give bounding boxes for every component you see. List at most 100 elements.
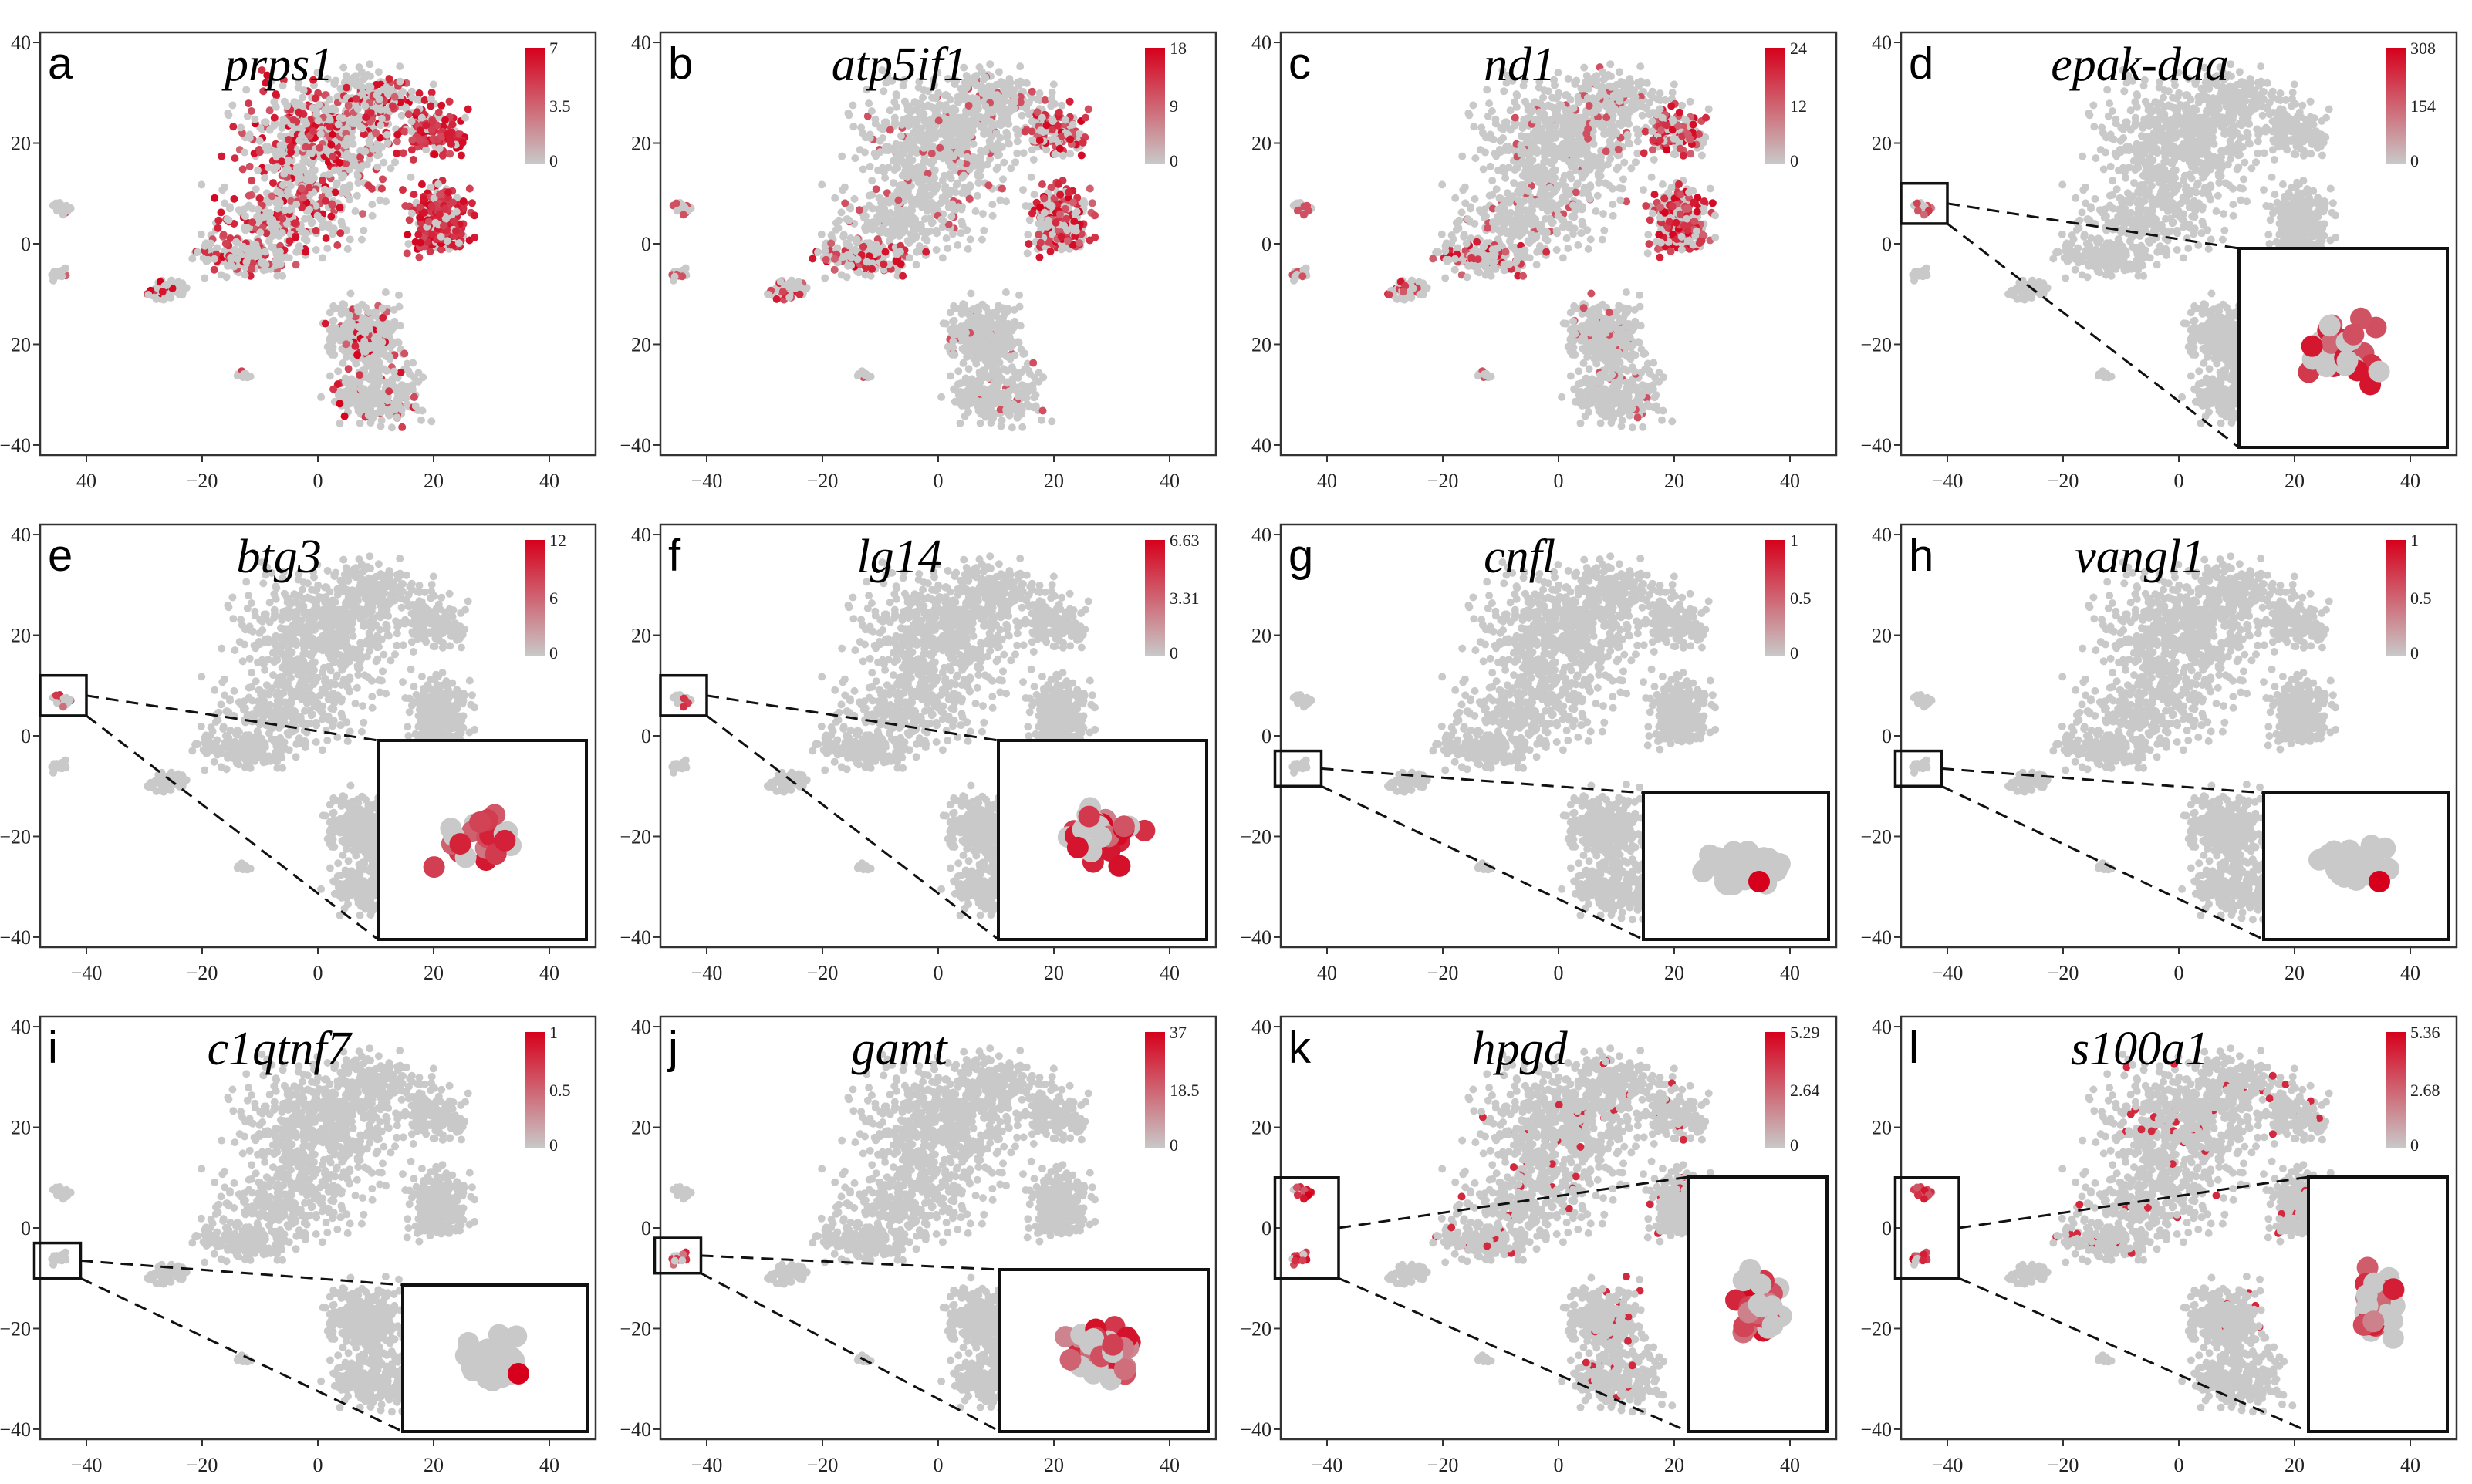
cell-point	[382, 83, 390, 91]
cell-point	[999, 175, 1007, 184]
cell-point	[366, 109, 375, 117]
cell-point	[283, 102, 292, 110]
cell-point	[876, 148, 884, 157]
cell-point	[329, 152, 337, 160]
cell-point	[221, 199, 229, 207]
cell-point	[214, 216, 223, 224]
cell-point	[1038, 113, 1046, 122]
cell-point	[1535, 108, 1544, 116]
cell-point	[1086, 184, 1094, 193]
cell-point	[956, 204, 964, 212]
cell-point	[220, 183, 228, 191]
cell-point	[292, 200, 301, 208]
cell-point	[1647, 173, 1656, 181]
cell-point	[468, 199, 476, 207]
legend-label: 9	[1170, 96, 1178, 116]
cell-point	[318, 176, 326, 184]
cell-point	[343, 134, 352, 143]
cell-point	[278, 157, 286, 166]
cell-point	[230, 194, 238, 203]
cell-point	[408, 136, 417, 144]
cell-point	[366, 140, 374, 148]
cell-point	[336, 229, 345, 238]
cell-point	[987, 83, 995, 91]
cell-point	[1049, 117, 1057, 126]
cell-point	[886, 126, 894, 134]
cell-point	[259, 87, 268, 96]
cell-point	[859, 165, 867, 174]
cell-point	[893, 187, 902, 196]
cell-point	[976, 419, 984, 427]
cell-point	[951, 188, 960, 197]
cell-point	[385, 75, 393, 83]
cell-point	[342, 159, 350, 167]
cell-point	[321, 197, 329, 205]
cell-point	[290, 98, 299, 106]
cell-point	[944, 245, 952, 252]
cell-point	[261, 248, 269, 256]
cell-point	[981, 147, 990, 156]
cell-point	[920, 194, 927, 202]
cell-point	[239, 370, 248, 379]
x-tick-label: 40	[1317, 470, 1337, 492]
cell-point	[361, 73, 370, 82]
cell-point	[871, 115, 880, 123]
cell-point	[1520, 115, 1528, 123]
cell-point	[1022, 202, 1030, 210]
cell-point	[1568, 140, 1576, 149]
cell-point	[1014, 130, 1022, 139]
cell-point	[949, 104, 957, 113]
cell-point	[772, 295, 781, 303]
cell-point	[821, 274, 829, 282]
cell-point	[339, 359, 347, 367]
cell-point	[923, 236, 931, 245]
cell-point	[679, 211, 687, 219]
cell-point	[1614, 163, 1623, 171]
cell-point	[1063, 237, 1072, 245]
cell-point	[1032, 402, 1040, 410]
cell-point	[1062, 214, 1070, 223]
cell-point	[309, 76, 318, 84]
cell-point	[407, 117, 416, 126]
cell-point	[50, 272, 59, 281]
cell-point	[302, 143, 310, 151]
cell-point	[336, 419, 344, 427]
cell-point	[1551, 166, 1559, 174]
y-tick-label: −40	[0, 434, 31, 457]
cell-point	[340, 346, 349, 355]
cell-point	[961, 346, 969, 355]
cell-point	[471, 233, 479, 241]
cell-point	[368, 413, 377, 422]
cell-point	[1624, 139, 1633, 147]
cell-point	[329, 343, 337, 352]
cell-point	[302, 175, 310, 184]
cell-point	[844, 261, 853, 270]
cell-point	[273, 187, 282, 196]
cell-point	[855, 206, 863, 214]
cell-point	[343, 153, 351, 161]
cell-point	[1019, 186, 1027, 194]
cell-point	[972, 359, 981, 368]
cell-point	[339, 171, 348, 180]
cell-point	[827, 239, 836, 248]
cell-point	[1005, 75, 1014, 83]
cell-point	[959, 114, 968, 123]
cell-point	[1066, 150, 1075, 158]
cell-point	[342, 141, 350, 150]
cell-point	[241, 271, 249, 279]
cell-point	[272, 257, 280, 265]
cell-point	[809, 255, 817, 263]
cell-point	[881, 174, 890, 182]
cell-point	[946, 96, 954, 104]
cell-point	[387, 423, 396, 432]
cell-point	[974, 351, 982, 359]
cell-point	[817, 230, 826, 238]
cell-point	[415, 253, 424, 261]
cell-point	[329, 317, 337, 325]
cell-point	[427, 102, 435, 110]
cell-point	[973, 191, 981, 200]
cell-point	[414, 96, 421, 103]
x-tick-label: −20	[807, 470, 839, 492]
cell-point	[1042, 146, 1051, 154]
cell-point	[357, 235, 366, 244]
